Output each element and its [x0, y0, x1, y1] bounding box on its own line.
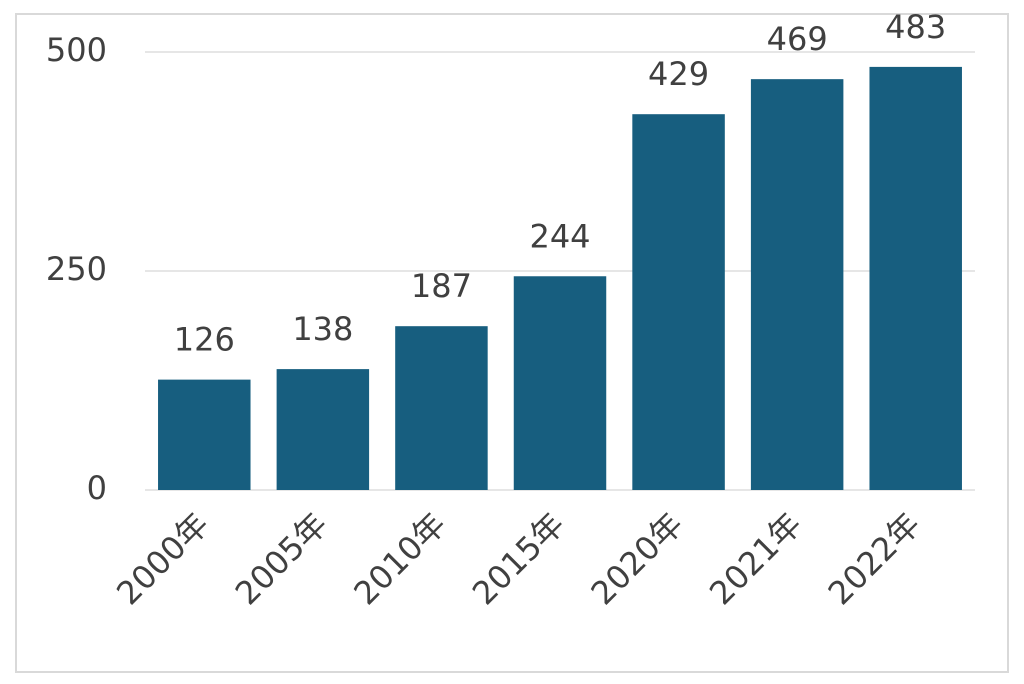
- bar: [632, 114, 725, 491]
- bar: [395, 326, 488, 490]
- data-label: 469: [767, 20, 828, 58]
- bar: [276, 369, 370, 490]
- data-label: 244: [529, 217, 590, 255]
- data-label: 483: [885, 8, 946, 46]
- data-label: 126: [174, 321, 235, 359]
- bar: [158, 379, 251, 490]
- data-label: 429: [648, 55, 709, 93]
- y-tick-label: 0: [87, 469, 107, 507]
- bar: [869, 66, 962, 490]
- bar: [750, 79, 844, 490]
- y-tick-label: 500: [46, 31, 107, 69]
- data-label: 138: [292, 310, 353, 348]
- y-tick-label: 250: [46, 250, 107, 288]
- data-label: 187: [411, 267, 472, 305]
- bar: [513, 276, 607, 490]
